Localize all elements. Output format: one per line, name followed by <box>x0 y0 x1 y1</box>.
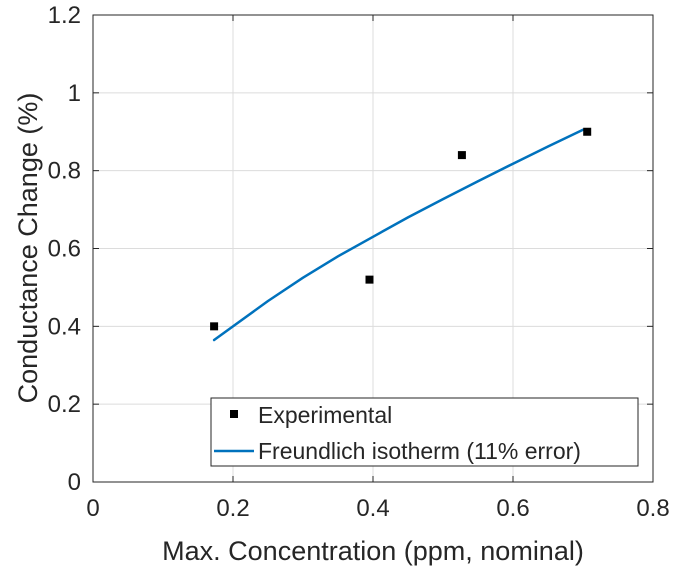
legend-marker-experimental <box>230 410 238 418</box>
legend: Experimental Freundlich isotherm (11% er… <box>210 397 639 467</box>
experimental-point <box>210 322 219 331</box>
grid <box>93 15 653 482</box>
legend-label-experimental: Experimental <box>258 402 392 428</box>
y-tick-label: 0.8 <box>48 158 81 185</box>
x-axis-ticks: 0 0.2 0.4 0.6 0.8 <box>86 15 670 522</box>
x-tick-label: 0 <box>86 495 99 522</box>
legend-box <box>210 397 639 467</box>
y-tick-label: 1.2 <box>48 2 81 29</box>
x-tick-label: 0.8 <box>636 495 669 522</box>
x-tick-label: 0.6 <box>496 495 529 522</box>
y-axis-label: Conductance Change (%) <box>13 93 43 404</box>
legend-label-freundlich: Freundlich isotherm (11% error) <box>258 438 581 464</box>
y-tick-label: 0 <box>68 469 81 496</box>
experimental-point <box>583 127 592 136</box>
y-axis-ticks: 0 0.2 0.4 0.6 0.8 1 1.2 <box>48 2 653 496</box>
y-tick-label: 0.6 <box>48 236 81 263</box>
x-tick-label: 0.4 <box>356 495 389 522</box>
y-tick-label: 0.2 <box>48 391 81 418</box>
y-tick-label: 0.4 <box>48 313 81 340</box>
freundlich-fit-line <box>212 128 585 342</box>
x-axis-label: Max. Concentration (ppm, nominal) <box>162 536 584 566</box>
experimental-point <box>457 151 466 160</box>
series-layer <box>210 127 592 342</box>
x-tick-label: 0.2 <box>216 495 249 522</box>
experimental-point <box>365 275 374 284</box>
y-tick-label: 1 <box>68 80 81 107</box>
